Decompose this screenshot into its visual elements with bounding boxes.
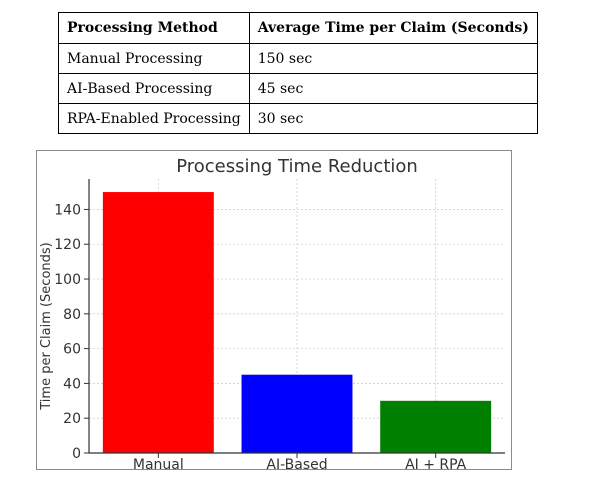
table-row: RPA-Enabled Processing 30 sec xyxy=(58,103,538,134)
table-cell-time: 150 sec xyxy=(248,43,538,74)
y-tick-label: 100 xyxy=(54,272,81,288)
table-row: AI-Based Processing 45 sec xyxy=(58,73,538,104)
bar-chart-frame: 0 20 40 60 80 100 120 140 Manual AI-Based AI + RPA… xyxy=(36,150,512,470)
chart-title: Processing Time Reduction xyxy=(176,156,418,177)
comparison-table-container: Processing Method Average Time per Claim… xyxy=(58,12,538,134)
table-header-row: Processing Method Average Time per Claim… xyxy=(58,12,538,44)
y-tick-label: 120 xyxy=(54,237,81,253)
y-tick-label: 40 xyxy=(63,376,81,392)
y-tick-label: 20 xyxy=(63,411,81,427)
x-tick-label: AI-Based xyxy=(266,457,327,469)
processing-time-table: Processing Method Average Time per Claim… xyxy=(58,12,538,134)
bar xyxy=(102,192,214,454)
y-tick-label: 60 xyxy=(63,342,81,358)
bar xyxy=(380,400,492,453)
x-tick-label: Manual xyxy=(133,457,184,469)
y-tick-label: 0 xyxy=(72,446,81,462)
y-tick-label: 80 xyxy=(63,307,81,323)
bar xyxy=(241,374,353,453)
y-axis-label: Time per Claim (Seconds) xyxy=(39,242,54,411)
table-cell-method: RPA-Enabled Processing xyxy=(58,103,250,134)
table-header-method: Processing Method xyxy=(58,12,250,44)
table-header-time: Average Time per Claim (Seconds) xyxy=(248,12,538,44)
table-row: Manual Processing 150 sec xyxy=(58,43,538,74)
table-cell-time: 30 sec xyxy=(248,103,538,134)
table-cell-method: Manual Processing xyxy=(58,43,250,74)
y-tick-label: 140 xyxy=(54,202,81,218)
table-cell-time: 45 sec xyxy=(248,73,538,104)
x-tick-label: AI + RPA xyxy=(405,457,467,469)
bar-chart: 0 20 40 60 80 100 120 140 Manual AI-Based AI + RPA… xyxy=(39,156,505,469)
table-cell-method: AI-Based Processing xyxy=(58,73,250,104)
